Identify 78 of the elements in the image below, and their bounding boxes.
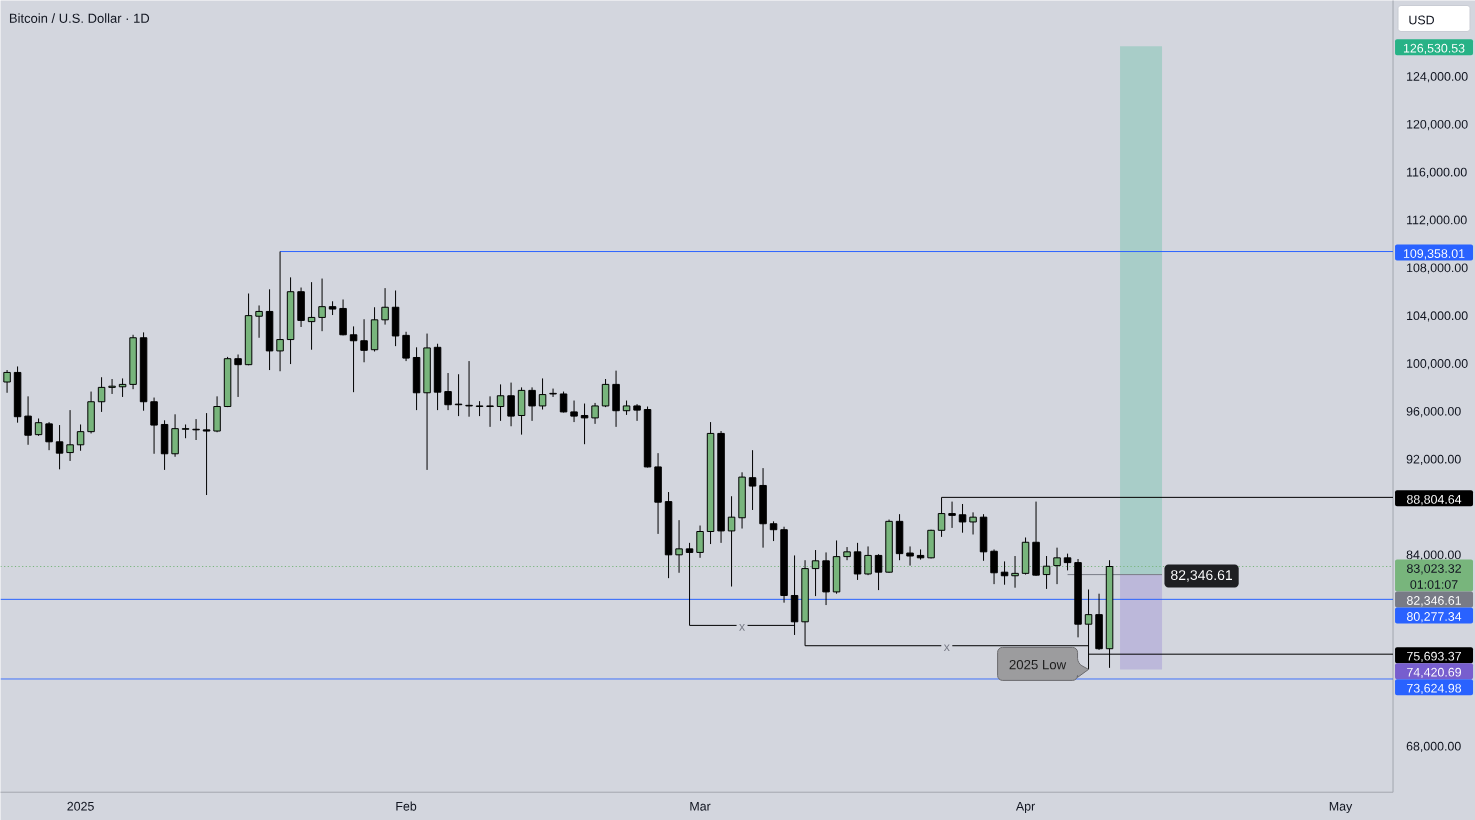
- text: 82,346.61: [1406, 596, 1461, 607]
- x-tick-label: May: [1329, 801, 1353, 813]
- candlestick: [97, 376, 106, 413]
- candlestick: [528, 386, 536, 422]
- data-label: 82,346.61: [1171, 570, 1232, 582]
- candlestick: [906, 545, 914, 566]
- ref-line-label: 83,023.32: [1406, 564, 1461, 575]
- candlestick: [591, 402, 599, 425]
- candlestick: [507, 382, 515, 427]
- candlestick: [853, 542, 862, 581]
- candlestick: [633, 403, 641, 422]
- annotation: 2025 Low: [1009, 659, 1067, 670]
- annotation: x: [943, 644, 950, 651]
- candlestick: [108, 378, 116, 395]
- candlestick: [769, 520, 778, 542]
- candlestick: [307, 281, 316, 351]
- candlestick: [696, 524, 704, 559]
- candlestick: [748, 449, 757, 511]
- y-tick-label: 124,000.00: [1407, 71, 1468, 83]
- candlestick: [969, 511, 977, 535]
- candlestick: [276, 250, 284, 372]
- annotation: x: [739, 624, 746, 631]
- text: Bitcoin / U.S. Dollar · 1D: [9, 13, 150, 23]
- x-tick-label: Feb: [396, 801, 417, 811]
- data-label: 88,804.64: [1406, 494, 1462, 506]
- candlestick: [255, 304, 263, 339]
- candlestick: [958, 503, 967, 534]
- text: 74,420.69: [1407, 667, 1461, 678]
- y-tick-label: 92,000.00: [1406, 454, 1461, 465]
- ref-line-label: 73,624.98: [1407, 683, 1462, 694]
- candlestick: [55, 424, 64, 470]
- x-tick-label: 2025: [67, 801, 94, 811]
- candlestick: [76, 423, 85, 452]
- candlestick: [685, 542, 694, 626]
- y-tick-label: 100,000.00: [1407, 358, 1468, 370]
- candlestick: [570, 399, 578, 423]
- ref-line-label: 80,277.34: [1406, 612, 1462, 623]
- candlestick: [538, 377, 547, 410]
- x-tick-label: Mar: [690, 801, 711, 811]
- candlestick: [549, 387, 557, 398]
- candlestick: [496, 383, 505, 422]
- candlestick: [24, 395, 32, 446]
- candlestick: [559, 390, 568, 413]
- candlestick: [381, 287, 389, 325]
- data-label: 75,693.37: [1407, 651, 1461, 662]
- candlestick: [360, 318, 368, 363]
- candlestick: [402, 331, 410, 362]
- candlestick: [444, 372, 452, 411]
- candlestick: [150, 396, 158, 455]
- y-tick-label: 96,000.00: [1406, 406, 1461, 418]
- y-tick-label: 84,000.00: [1406, 550, 1461, 561]
- candlestick: [45, 421, 53, 451]
- y-axis-title: USD: [1409, 15, 1434, 25]
- candlestick: [66, 409, 74, 462]
- candlestick: [874, 553, 883, 591]
- candlestick: [486, 395, 494, 428]
- candlestick: [465, 360, 473, 418]
- y-tick-label: 108,000.00: [1407, 263, 1468, 274]
- x-tick-label: Apr: [1015, 801, 1035, 813]
- data-label: 109,358.01: [1403, 249, 1465, 260]
- y-tick-label: 112,000.00: [1407, 215, 1467, 226]
- candlestick: [948, 501, 956, 529]
- candlestick: [990, 548, 998, 585]
- y-tick-label: 120,000.00: [1407, 119, 1468, 131]
- candlestick: [601, 378, 610, 408]
- candlestick: [3, 369, 11, 394]
- candlestick: [349, 325, 358, 393]
- candlestick: [234, 353, 242, 398]
- y-tick-label: 104,000.00: [1407, 311, 1468, 322]
- candlestick: [843, 546, 851, 561]
- candlestick: [318, 277, 326, 332]
- y-tick-label: 68,000.00: [1406, 741, 1461, 752]
- y-tick-label: 116,000.00: [1407, 167, 1467, 178]
- text: 126,530.53: [1403, 43, 1465, 54]
- candlestick: [454, 373, 463, 417]
- candlestick: [580, 402, 589, 445]
- text: 01:01:07: [1410, 580, 1458, 589]
- candlestick: [202, 412, 211, 496]
